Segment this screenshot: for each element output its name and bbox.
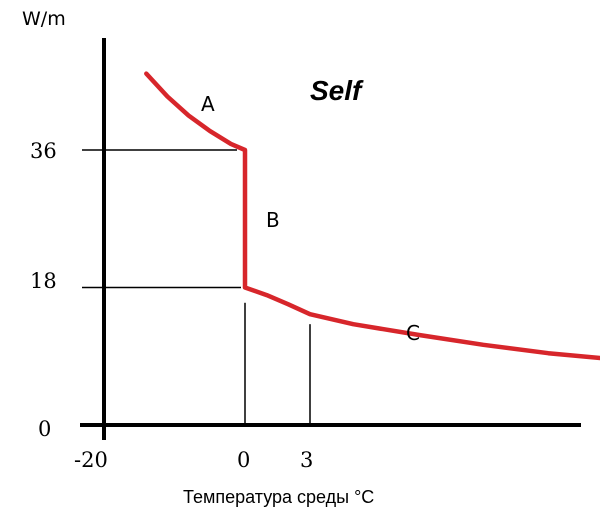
y-tick-36: 36 [30, 139, 57, 163]
segment-label-c: C [406, 321, 420, 345]
x-axis-label: Температура среды °С [183, 487, 374, 507]
x-tick-3: 3 [300, 448, 313, 472]
y-axis-label: W/m [22, 8, 66, 30]
power-curve-line [144, 71, 600, 361]
y-tick-18: 18 [30, 269, 57, 293]
chart-title: Self [310, 75, 364, 106]
x-tick-0: 0 [237, 448, 250, 472]
y-tick-0: 0 [38, 417, 51, 441]
segment-label-b: B [266, 208, 280, 232]
segment-label-a: A [201, 92, 215, 116]
x-tick-minus20: -20 [74, 448, 108, 472]
